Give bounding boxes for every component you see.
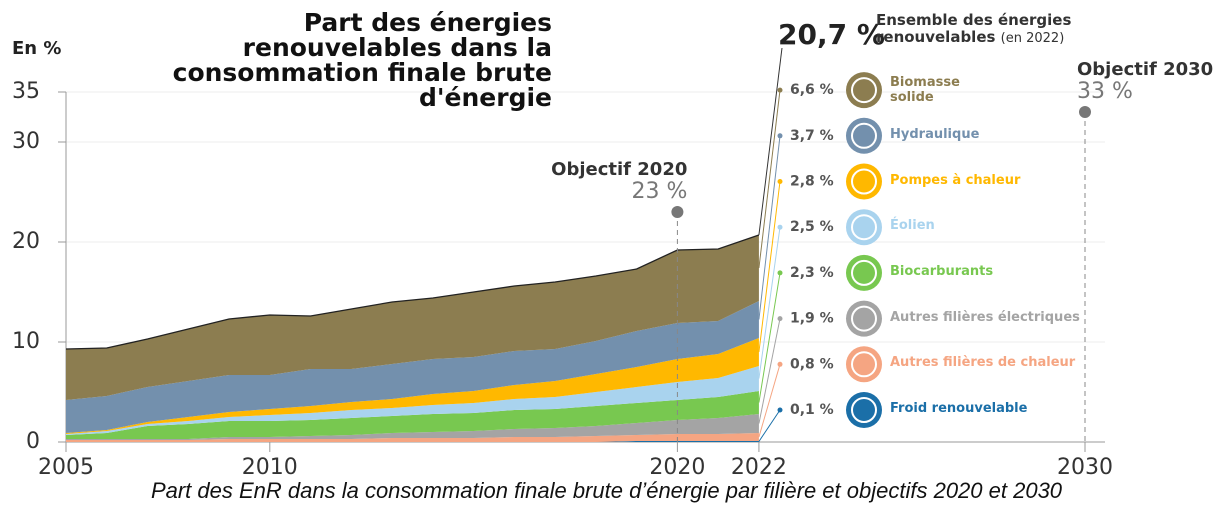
area bbox=[66, 338, 759, 434]
leader bbox=[758, 364, 781, 438]
legend-icon-ring bbox=[851, 214, 877, 241]
leader-dot bbox=[777, 87, 783, 93]
leader bbox=[758, 181, 781, 353]
total-text: Ensemble des énergies renouvelables bbox=[876, 11, 1072, 46]
total-text: Ensemble des énergies renouvelables (en … bbox=[876, 12, 1076, 47]
series-value-label: 1,9 % bbox=[790, 311, 834, 327]
legend-icon-ring bbox=[851, 305, 877, 332]
x-tick-label: 2010 bbox=[242, 455, 298, 480]
area bbox=[66, 441, 759, 442]
total-value: 20,7 % bbox=[778, 18, 885, 51]
legend-label: Froid renouvelable bbox=[890, 401, 1028, 416]
series-value-label: 2,8 % bbox=[790, 174, 834, 190]
y-tick-label: 0 bbox=[26, 429, 40, 454]
series-value-label: 3,7 % bbox=[790, 128, 834, 144]
x-tick-label: 2020 bbox=[649, 455, 705, 480]
target-value: 23 % bbox=[631, 179, 687, 204]
legend-label: Autres filières de chaleur bbox=[890, 355, 1076, 371]
series-value-label: 2,3 % bbox=[790, 265, 834, 281]
leader bbox=[758, 272, 781, 403]
legend-icon-ring bbox=[851, 122, 877, 149]
legend-icon-ring bbox=[851, 351, 877, 378]
target-label: Objectif 2030 bbox=[1077, 59, 1213, 80]
legend-icon-ring bbox=[851, 77, 877, 104]
leader bbox=[758, 318, 781, 424]
target-value: 33 % bbox=[1077, 79, 1133, 104]
total-note: (en 2022) bbox=[1000, 31, 1065, 46]
y-tick-label: 30 bbox=[12, 129, 40, 154]
y-tick-label: 10 bbox=[12, 329, 40, 354]
leader-dot bbox=[777, 407, 783, 413]
legend-label: Pompes à chaleur bbox=[890, 172, 1021, 188]
caption: Part des EnR dans la consommation finale… bbox=[150, 478, 1063, 503]
legend-label: Hydraulique bbox=[890, 126, 980, 142]
series-value-label: 0,8 % bbox=[790, 356, 834, 372]
leader-dot bbox=[777, 316, 783, 322]
area bbox=[66, 235, 759, 400]
series-value-label: 6,6 % bbox=[790, 82, 834, 98]
legend-icon-ring bbox=[851, 397, 877, 423]
legend-label: Éolien bbox=[890, 218, 935, 234]
leader bbox=[758, 135, 781, 320]
area bbox=[66, 433, 759, 442]
leader-dot bbox=[777, 133, 783, 139]
x-tick-label: 2022 bbox=[731, 455, 787, 480]
leader-dot bbox=[777, 361, 783, 367]
x-tick-label: 2005 bbox=[38, 455, 94, 480]
area bbox=[66, 301, 759, 433]
legend-icon-ring bbox=[851, 259, 877, 286]
y-tick-label: 20 bbox=[12, 229, 40, 254]
leader bbox=[758, 90, 781, 269]
area bbox=[66, 414, 759, 440]
target-point bbox=[671, 206, 684, 218]
total-line bbox=[65, 234, 760, 350]
x-tick-label: 2030 bbox=[1057, 455, 1113, 480]
leader-dot bbox=[777, 224, 783, 230]
leader bbox=[758, 409, 781, 442]
chart-title: Part des énergies renouvelables dans la … bbox=[172, 8, 552, 112]
legend-label: Biomasse solide bbox=[890, 75, 960, 106]
y-axis-label: En % bbox=[12, 38, 62, 59]
legend-label: Biocarburants bbox=[890, 263, 994, 279]
target-label: Objectif 2020 bbox=[551, 159, 687, 180]
legend-label: Autres filières électriques bbox=[890, 309, 1080, 325]
y-tick-label: 35 bbox=[12, 79, 40, 104]
legend-icon-ring bbox=[851, 168, 877, 195]
leader-dot bbox=[777, 179, 783, 184]
series-value-label: 2,5 % bbox=[790, 219, 834, 235]
leader-dot bbox=[777, 270, 783, 276]
series-value-label: 0,1 % bbox=[790, 402, 834, 418]
total-leader bbox=[758, 47, 783, 236]
area bbox=[66, 366, 759, 435]
target-point bbox=[1079, 106, 1091, 118]
leader bbox=[758, 227, 781, 379]
